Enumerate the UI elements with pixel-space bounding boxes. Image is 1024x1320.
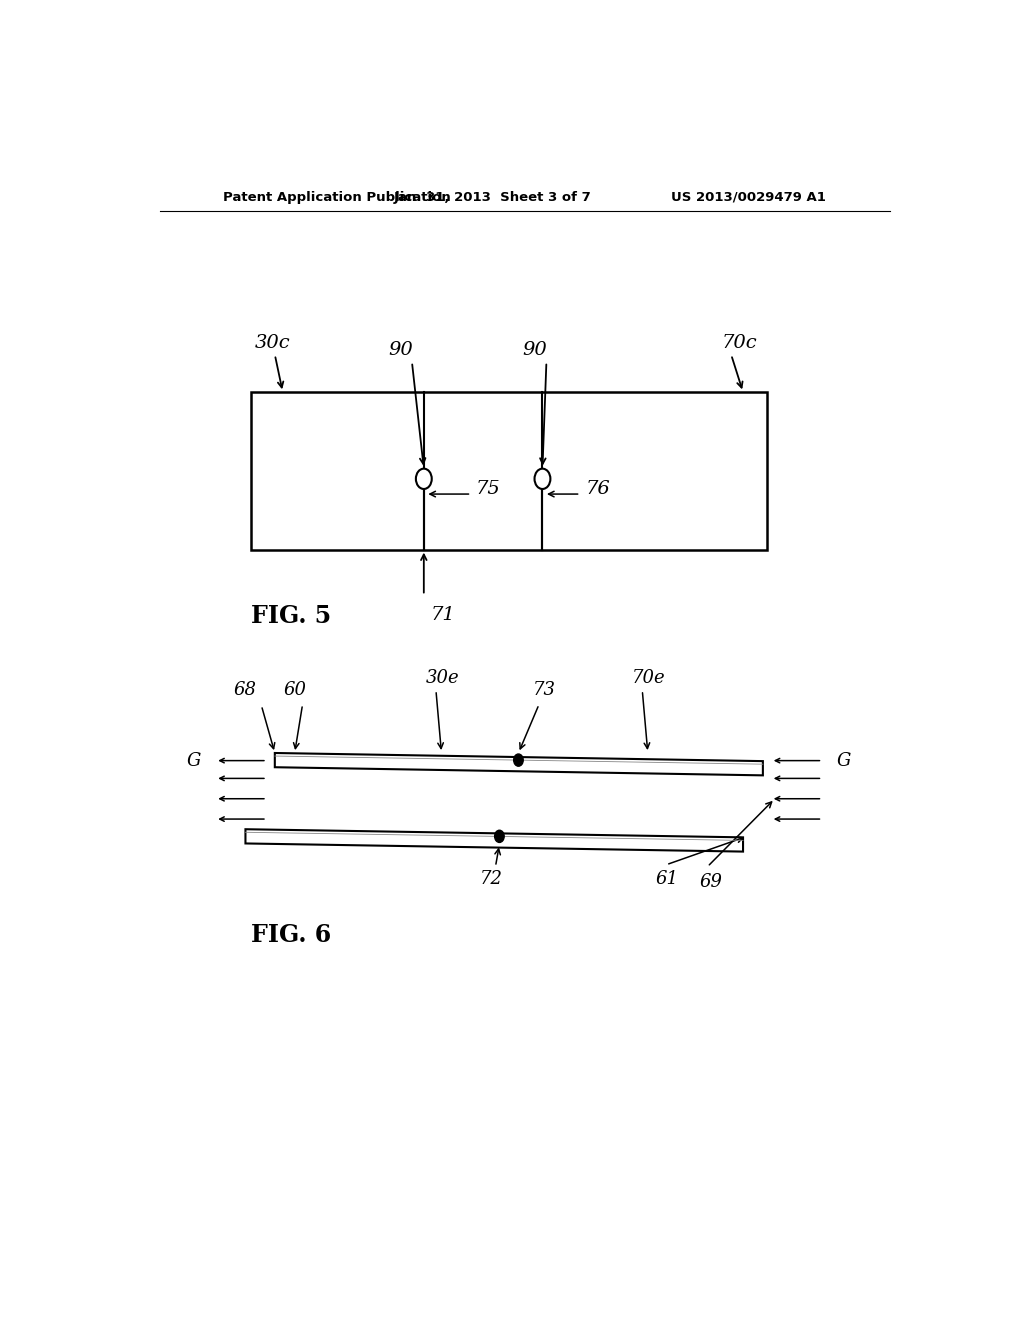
Circle shape	[416, 469, 432, 488]
Text: Jan. 31, 2013  Sheet 3 of 7: Jan. 31, 2013 Sheet 3 of 7	[394, 190, 592, 203]
Text: FIG. 5: FIG. 5	[251, 603, 331, 627]
Text: 30e: 30e	[426, 669, 459, 686]
Text: 60: 60	[284, 681, 306, 700]
Text: US 2013/0029479 A1: US 2013/0029479 A1	[672, 190, 826, 203]
Polygon shape	[246, 829, 743, 851]
Text: 71: 71	[430, 606, 455, 623]
Text: 69: 69	[699, 873, 722, 891]
Text: 72: 72	[480, 870, 503, 888]
Text: 70c: 70c	[722, 334, 757, 351]
Text: 70e: 70e	[632, 669, 666, 686]
Polygon shape	[274, 752, 763, 775]
Text: 90: 90	[388, 341, 413, 359]
Text: FIG. 6: FIG. 6	[251, 923, 331, 946]
Text: 90: 90	[522, 341, 548, 359]
Bar	[251, 392, 767, 549]
Text: 61: 61	[655, 870, 679, 888]
Circle shape	[514, 754, 523, 766]
Text: Patent Application Publication: Patent Application Publication	[223, 190, 451, 203]
Text: G: G	[837, 751, 851, 770]
Text: 73: 73	[532, 681, 556, 700]
Circle shape	[495, 830, 504, 842]
Text: 76: 76	[586, 480, 611, 498]
Text: 75: 75	[475, 480, 500, 498]
Circle shape	[535, 469, 550, 488]
Text: 68: 68	[233, 681, 257, 700]
Text: 30c: 30c	[255, 334, 291, 351]
Text: G: G	[186, 751, 201, 770]
